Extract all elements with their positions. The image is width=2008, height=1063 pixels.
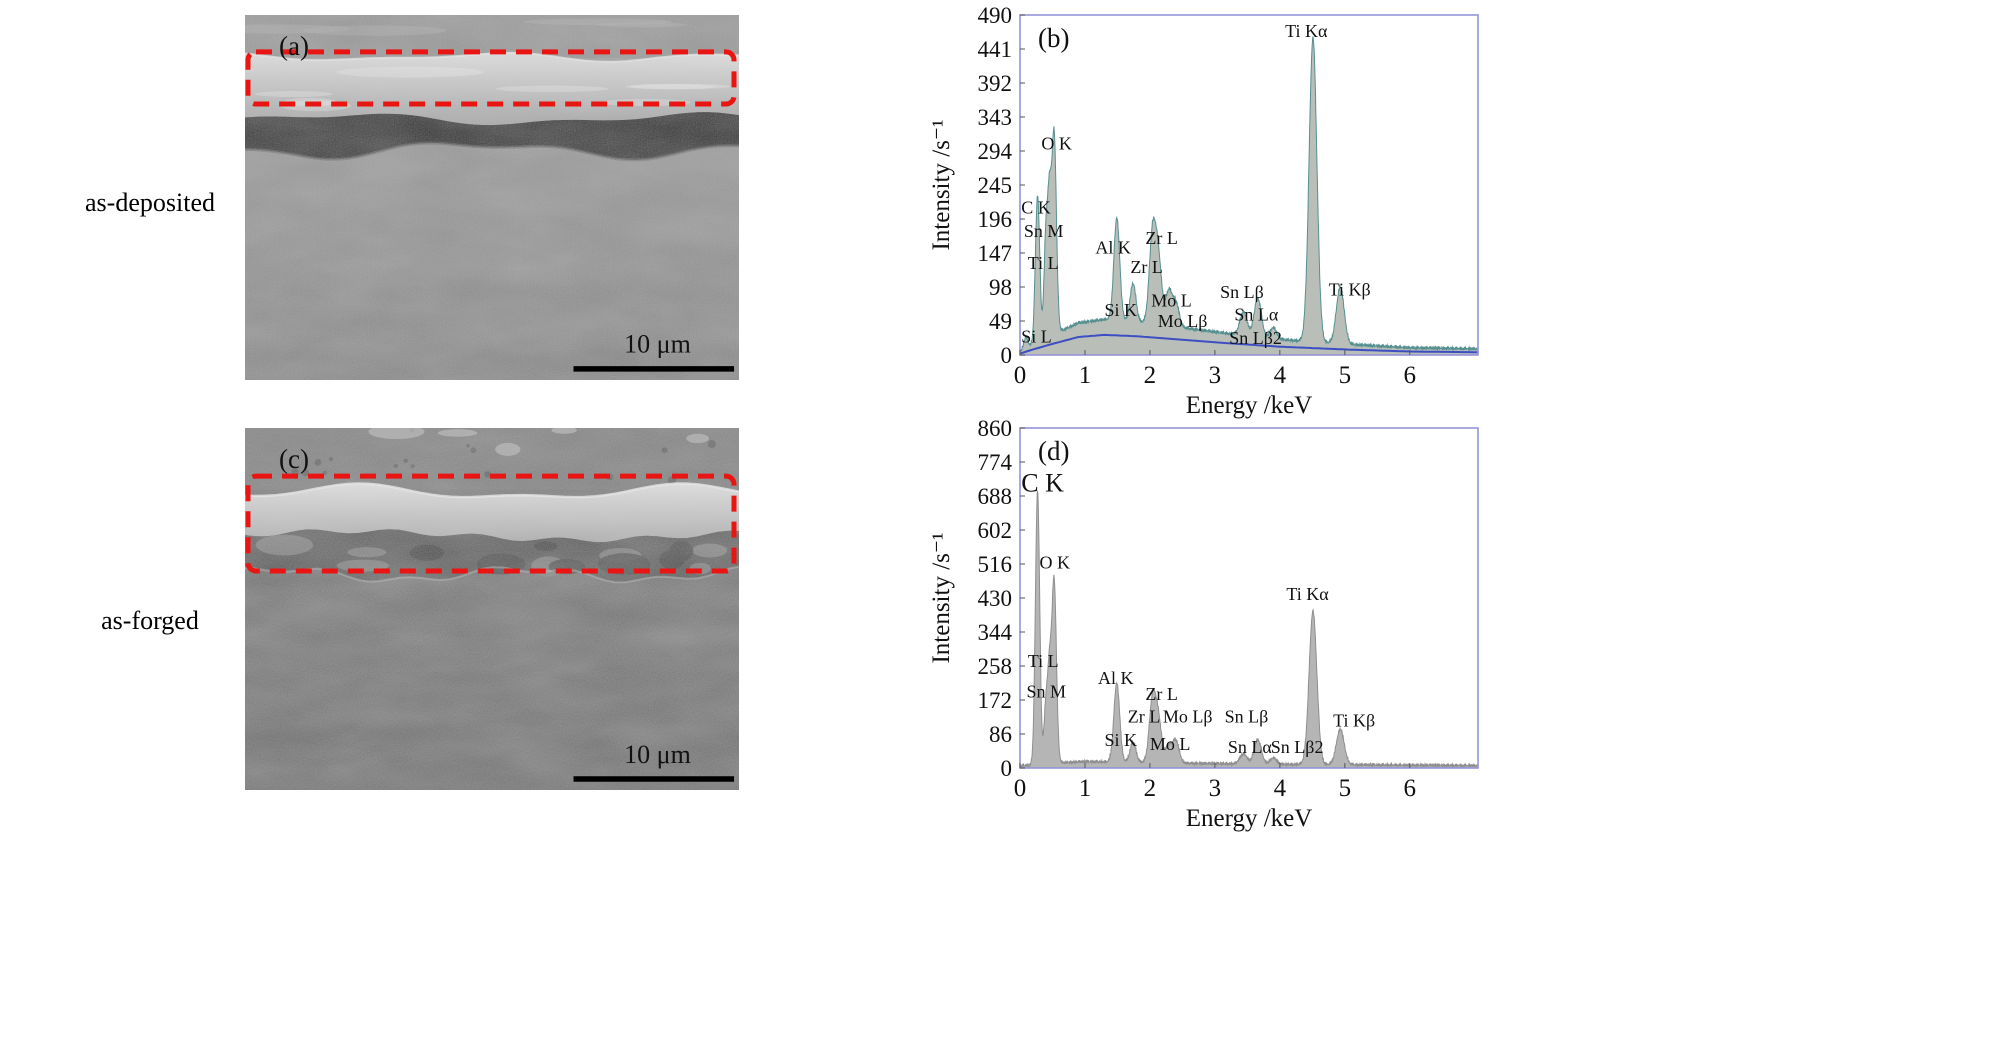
x-tick-label: 6 [1404,362,1417,389]
sem-panel-label: (a) [279,31,309,61]
y-tick-label: 430 [978,586,1013,611]
sem-panel-label: (c) [279,444,309,474]
peak-label: O K [1040,552,1071,572]
x-tick-label: 0 [1014,362,1027,389]
peak-label: Zr L [1145,228,1177,248]
x-tick-label: 3 [1209,775,1222,802]
y-tick-label: 490 [978,5,1013,28]
sem-grain-texture [245,15,739,380]
eds-spectrum-d: 0 86 172 258 344 430 516 602 688 774 860 0 1 2 3 4 5 6 Ene… [928,418,1479,832]
x-tick-label: 6 [1404,775,1417,802]
peak-label: Zr L [1145,684,1177,704]
spectrum-panel-label: (d) [1038,436,1069,466]
y-tick-label: 343 [978,105,1013,130]
x-tick-label: 4 [1274,775,1287,802]
peak-label: Si K [1105,300,1138,320]
sem-micrograph-as-forged: (c) 10 μm [245,428,739,790]
peak-label: Mo L [1150,734,1191,754]
peak-label: Sn Lβ2 [1271,737,1324,757]
peak-label: Sn Lβ [1225,707,1269,727]
spectrum-panel-label: (b) [1038,23,1069,53]
sem-grain-texture [245,428,739,790]
scale-bar-label: 10 μm [624,740,691,769]
x-tick-label: 3 [1209,362,1222,389]
peak-label: Ti Kα [1285,21,1328,41]
y-tick-label: 0 [1001,343,1013,368]
y-tick-label: 245 [978,173,1013,198]
y-tick-label: 516 [978,552,1013,577]
x-tick-label: 1 [1079,362,1092,389]
y-tick-label: 294 [978,139,1013,164]
scale-bar-label: 10 μm [624,330,691,359]
y-tick-label: 344 [978,620,1013,645]
y-tick-label: 602 [978,518,1013,543]
x-tick-label: 5 [1339,775,1352,802]
peak-label: Mo L [1151,290,1192,310]
y-tick-label: 860 [978,418,1013,441]
x-tick-label: 4 [1274,362,1287,389]
peak-label: Ti L [1028,253,1059,273]
peak-label: Si K [1105,730,1138,750]
peak-label: Mo Lβ [1163,707,1213,727]
x-tick-label: 5 [1339,362,1352,389]
y-tick-label: 86 [989,722,1012,747]
y-tick-label: 172 [978,688,1013,713]
peak-label: Si L [1021,327,1052,347]
y-tick-label: 774 [978,450,1013,475]
peak-label: Sn M [1024,221,1064,241]
y-axis-title: Intensity /s⁻¹ [928,119,955,250]
highlight-region-box [245,49,737,107]
x-tick-label: 1 [1079,775,1092,802]
peak-label: Zr L [1128,707,1160,727]
peak-label: Mo Lβ [1158,311,1208,331]
spectrum-curve [1019,36,1479,356]
peak-label: Sn Lβ [1220,282,1264,302]
x-axis-title: Energy /keV [1186,805,1313,832]
peak-label: Ti Kα [1286,584,1329,604]
scale-bar [573,776,735,782]
highlight-region-box [245,473,737,574]
y-axis-title: Intensity /s⁻¹ [928,532,955,663]
peak-label: Ti Kβ [1329,279,1371,299]
background-fit-curve [1019,333,1478,355]
y-tick-label: 98 [989,275,1012,300]
peak-label: Sn Lα [1234,304,1279,324]
x-tick-label: 0 [1014,775,1027,802]
y-tick-label: 392 [978,71,1013,96]
peak-label: Sn M [1027,682,1067,702]
peak-label: Ti L [1028,651,1059,671]
spectrum-curve [1019,490,1479,769]
x-axis-title: Energy /keV [1186,392,1313,419]
peak-label: Ti Kβ [1333,711,1375,731]
row-label-as-forged: as-forged [101,606,199,635]
peak-label: Al K [1098,668,1134,688]
peak-label: Sn Lβ2 [1229,328,1282,348]
peak-label: Al K [1095,238,1131,258]
y-tick-label: 49 [989,309,1012,334]
y-tick-label: 147 [978,241,1013,266]
row-label-as-deposited: as-deposited [85,188,215,217]
y-tick-label: 688 [978,484,1013,509]
peak-label: Sn Lα [1228,737,1273,757]
peak-label: Zr L [1130,257,1162,277]
y-tick-label: 441 [978,37,1013,62]
sem-micrograph-as-deposited: (a) 10 μm [245,15,739,380]
y-tick-label: 196 [978,207,1013,232]
x-tick-label: 2 [1144,775,1157,802]
y-tick-label: 0 [1001,756,1013,781]
scale-bar [573,366,735,372]
eds-spectrum-b: 0 49 98 147 196 245 294 343 392 441 490 0 1 2 3 4 5 6 Ener… [928,5,1479,419]
peak-label: O K [1041,134,1072,154]
x-tick-label: 2 [1144,362,1157,389]
peak-label: C K [1021,468,1064,497]
y-tick-label: 258 [978,654,1013,679]
peak-label: C K [1021,197,1051,217]
